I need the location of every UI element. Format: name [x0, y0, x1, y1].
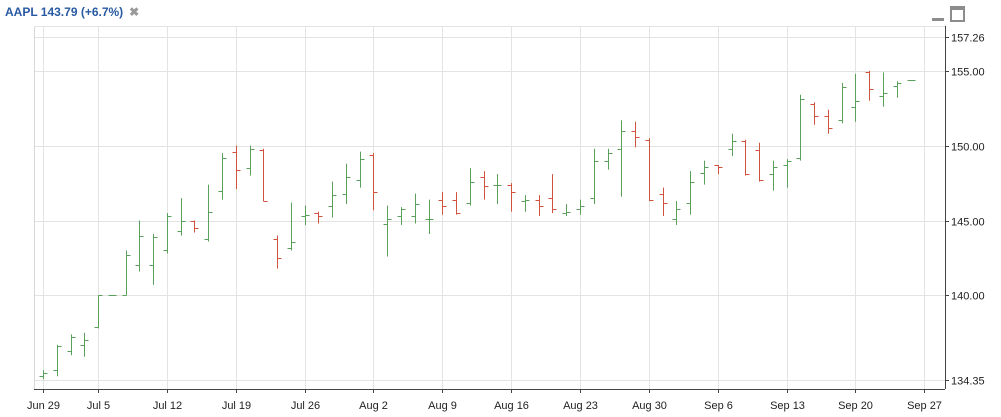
- ohlc-bar: [810, 102, 819, 125]
- ohlc-bar: [521, 195, 530, 212]
- x-tick-label: Sep 6: [704, 400, 733, 412]
- x-tick-label: Jul 26: [291, 400, 320, 412]
- ohlc-bar: [397, 207, 406, 226]
- ohlc-bar: [741, 139, 750, 176]
- ohlc-bar: [865, 70, 874, 101]
- ohlc-bar: [493, 174, 502, 205]
- ohlc-bar: [94, 295, 103, 329]
- x-tick-label: Aug 23: [563, 400, 598, 412]
- ohlc-bar: [728, 133, 737, 157]
- x-tick-label: Jul 12: [153, 400, 182, 412]
- ohlc-bar: [548, 174, 557, 214]
- x-tick-label: Jun 29: [27, 400, 60, 412]
- ohlc-bar: [604, 148, 613, 170]
- window-controls: [932, 6, 965, 22]
- x-tick-label: Aug 16: [494, 400, 529, 412]
- ohlc-bar: [507, 183, 516, 212]
- y-tick-label: 157.26: [951, 33, 985, 45]
- ohlc-bar: [438, 192, 447, 215]
- ohlc-bar: [177, 198, 186, 236]
- x-tick-label: Sep 13: [770, 400, 805, 412]
- ohlc-bar: [356, 151, 365, 188]
- x-tick-label: Sep 27: [907, 400, 942, 412]
- close-x-icon[interactable]: ✖: [129, 5, 140, 19]
- y-tick-label: 140.00: [951, 291, 985, 303]
- minimize-icon[interactable]: [932, 10, 944, 22]
- x-tick-label: Aug 2: [359, 400, 388, 412]
- ohlc-bar: [466, 168, 475, 206]
- ohlc-bar: [383, 205, 392, 257]
- ohlc-bar: [39, 370, 48, 380]
- y-tick-label: 134.35: [951, 376, 985, 388]
- ohlc-bar: [411, 193, 420, 224]
- grid-lines: [34, 26, 945, 389]
- ohlc-bar: [53, 344, 62, 377]
- ohlc-bar: [879, 72, 888, 107]
- ohlc-bar: [645, 138, 654, 202]
- ohlc-bars: [39, 70, 916, 380]
- y-tick-label: 155.00: [951, 67, 985, 79]
- ohlc-bar: [190, 220, 199, 233]
- ohlc-bar: [218, 153, 227, 200]
- ohlc-bar: [851, 73, 860, 122]
- chart-title: AAPL 143.79 (+6.7%): [5, 5, 124, 19]
- ohlc-bar: [576, 199, 585, 215]
- maximize-icon[interactable]: [950, 6, 965, 22]
- ohlc-bar: [273, 235, 282, 269]
- ohlc-bar: [149, 234, 158, 285]
- ohlc-bar: [631, 121, 640, 148]
- ohlc-bar: [617, 120, 626, 197]
- ohlc-bar: [714, 165, 723, 175]
- ohlc-bar: [838, 82, 847, 124]
- ohlc-bar: [232, 145, 241, 190]
- x-tick-label: Aug 30: [632, 400, 667, 412]
- x-tick-label: Sep 20: [838, 400, 873, 412]
- y-axis: 134.35 140.00 145.00 150.00 155.00 157.26: [945, 33, 985, 388]
- ohlc-bar: [769, 160, 778, 191]
- ohlc-bar: [287, 202, 296, 251]
- ohlc-bar: [80, 332, 89, 357]
- ohlc-bar: [301, 205, 310, 226]
- ohlc-bar: [796, 94, 805, 161]
- y-tick-label: 150.00: [951, 142, 985, 154]
- ohlc-bar: [328, 181, 337, 218]
- ohlc-bar: [824, 109, 833, 134]
- ohlc-bar: [246, 145, 255, 176]
- ohlc-bar: [369, 153, 378, 211]
- ohlc-bar: [122, 250, 131, 296]
- x-tick-label: Jul 19: [222, 400, 251, 412]
- ohlc-bar: [907, 80, 916, 81]
- x-tick-label: Aug 9: [428, 400, 457, 412]
- ohlc-bar: [590, 148, 599, 205]
- ohlc-bar: [535, 195, 544, 217]
- ohlc-bar: [893, 81, 902, 98]
- y-tick-label: 145.00: [951, 217, 985, 229]
- ohlc-bar: [452, 192, 461, 215]
- plot-frame: [34, 26, 946, 390]
- ohlc-bar: [659, 187, 668, 217]
- ohlc-bar: [314, 211, 323, 224]
- ohlc-bar: [700, 160, 709, 185]
- ohlc-bar: [480, 171, 489, 200]
- ohlc-bar: [67, 334, 76, 356]
- ohlc-bar: [672, 201, 681, 226]
- ohlc-bar: [686, 171, 695, 215]
- ohlc-bar: [204, 184, 213, 242]
- ohlc-bar: [425, 199, 434, 235]
- ohlc-bar: [135, 220, 144, 272]
- ohlc-bar: [342, 163, 351, 205]
- ohlc-bar: [163, 213, 172, 254]
- ohlc-bar: [562, 204, 571, 217]
- ohlc-bar: [259, 148, 268, 202]
- title-group: AAPL 143.79 (+6.7%) ✖: [5, 5, 139, 19]
- ohlc-bar: [755, 142, 764, 182]
- x-tick-label: Jul 5: [87, 400, 110, 412]
- ohlc-bar: [783, 159, 792, 188]
- x-axis: Jun 29 Jul 5 Jul 12 Jul 19 Jul 26 Aug 2 Aug 9 A…: [27, 389, 942, 412]
- chart-header: AAPL 143.79 (+6.7%) ✖: [0, 0, 1001, 26]
